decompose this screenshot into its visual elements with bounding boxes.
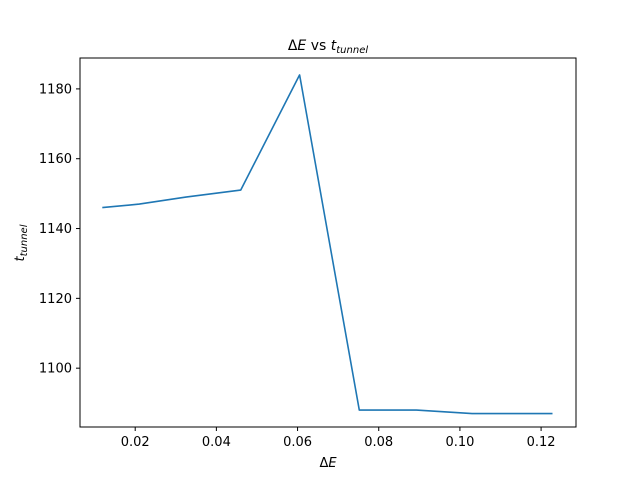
y-axis-ticks: 1100 1120 1140 1160 1180 <box>39 82 80 377</box>
y-tick-label: 1100 <box>39 362 72 377</box>
x-tick-label: 0.08 <box>364 435 393 450</box>
title-var-e: E <box>297 38 306 54</box>
x-tick-label: 0.04 <box>202 435 231 450</box>
x-tick-label: 0.02 <box>121 435 150 450</box>
chart-title: ΔE vs ttunnel <box>288 38 369 56</box>
xlabel-var-e: E <box>328 456 337 471</box>
title-var-t: t <box>331 38 337 54</box>
title-subscript: tunnel <box>336 45 368 56</box>
y-tick-label: 1160 <box>39 152 72 167</box>
y-tick-label: 1180 <box>39 82 72 97</box>
series-line <box>102 74 553 415</box>
ylabel-subscript: tunnel <box>19 224 30 256</box>
x-tick-label: 0.06 <box>283 435 312 450</box>
xlabel-delta: Δ <box>319 456 328 471</box>
y-axis-label: ttunnel <box>13 224 30 261</box>
y-tick-label: 1140 <box>39 222 72 237</box>
x-axis-ticks: 0.02 0.04 0.06 0.08 0.10 0.12 <box>121 427 556 450</box>
title-delta: Δ <box>288 38 298 54</box>
x-tick-label: 0.10 <box>445 435 474 450</box>
x-tick-label: 0.12 <box>527 435 556 450</box>
y-tick-label: 1120 <box>39 292 72 307</box>
x-axis-label: ΔE <box>319 456 337 471</box>
plot-frame <box>79 57 577 428</box>
ylabel-var-t: t <box>13 255 28 261</box>
title-vs: vs <box>306 38 330 54</box>
